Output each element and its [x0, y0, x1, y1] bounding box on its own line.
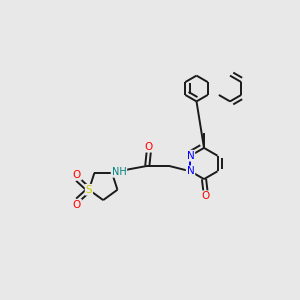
Text: O: O	[145, 142, 153, 152]
Text: O: O	[73, 200, 81, 210]
Text: O: O	[73, 170, 81, 180]
Text: N: N	[187, 166, 194, 176]
Text: S: S	[85, 185, 92, 195]
Text: NH: NH	[112, 167, 126, 177]
Text: N: N	[187, 151, 194, 161]
Text: O: O	[201, 191, 210, 201]
